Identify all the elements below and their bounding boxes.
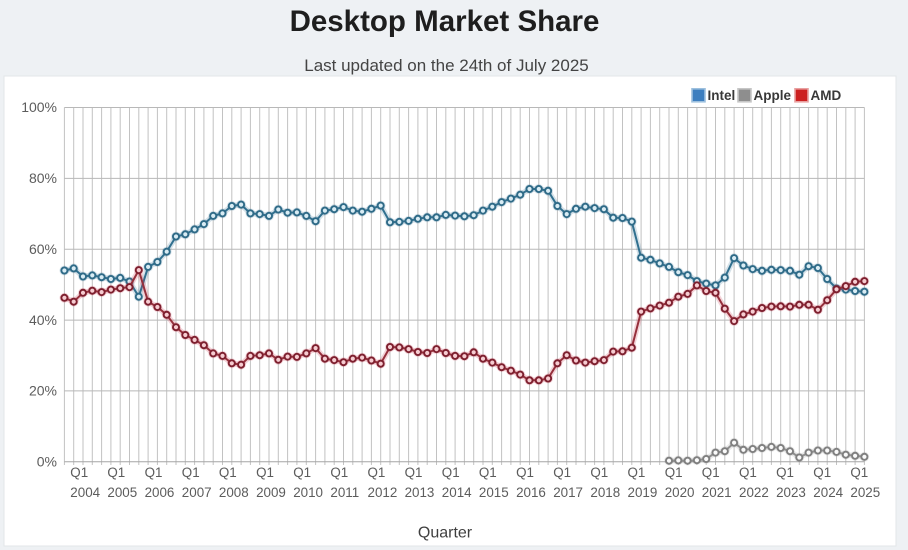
svg-text:2013: 2013 (405, 485, 435, 500)
svg-text:40%: 40% (29, 312, 57, 328)
svg-text:2012: 2012 (368, 485, 398, 500)
svg-text:Q1: Q1 (70, 465, 88, 480)
svg-text:2019: 2019 (628, 485, 658, 500)
svg-text:0%: 0% (37, 454, 57, 470)
svg-text:Intel: Intel (708, 88, 736, 103)
svg-text:Q1: Q1 (107, 465, 125, 480)
svg-text:2005: 2005 (107, 485, 137, 500)
svg-text:80%: 80% (29, 170, 57, 186)
svg-text:2010: 2010 (293, 485, 323, 500)
svg-text:Q1: Q1 (702, 465, 720, 480)
svg-text:2007: 2007 (182, 485, 212, 500)
svg-text:Quarter: Quarter (418, 525, 473, 542)
svg-text:Q1: Q1 (665, 465, 683, 480)
svg-text:Q1: Q1 (516, 465, 534, 480)
svg-text:Q1: Q1 (330, 465, 348, 480)
svg-text:2017: 2017 (553, 485, 583, 500)
svg-text:2011: 2011 (330, 485, 359, 500)
svg-text:2024: 2024 (813, 485, 843, 500)
svg-text:Q1: Q1 (813, 465, 831, 480)
svg-text:2016: 2016 (516, 485, 546, 500)
svg-text:Q1: Q1 (479, 465, 497, 480)
svg-text:Q1: Q1 (145, 465, 163, 480)
svg-text:Q1: Q1 (628, 465, 646, 480)
svg-text:Q1: Q1 (182, 465, 200, 480)
svg-text:2014: 2014 (442, 485, 472, 500)
svg-text:Q1: Q1 (219, 465, 237, 480)
svg-text:AMD: AMD (811, 88, 842, 103)
svg-text:Q1: Q1 (739, 465, 757, 480)
svg-text:2006: 2006 (145, 485, 175, 500)
svg-text:Q1: Q1 (256, 465, 274, 480)
svg-text:2008: 2008 (219, 485, 249, 500)
svg-text:2023: 2023 (776, 485, 806, 500)
svg-text:2018: 2018 (590, 485, 620, 500)
svg-text:2025: 2025 (850, 485, 880, 500)
svg-text:2021: 2021 (702, 485, 732, 500)
svg-text:Q1: Q1 (553, 465, 571, 480)
svg-text:2020: 2020 (665, 485, 695, 500)
svg-text:100%: 100% (21, 99, 57, 115)
svg-text:Q1: Q1 (368, 465, 386, 480)
svg-text:Desktop Market Share: Desktop Market Share (290, 5, 600, 38)
svg-text:60%: 60% (29, 241, 57, 257)
svg-text:Q1: Q1 (590, 465, 608, 480)
svg-text:2022: 2022 (739, 485, 769, 500)
svg-text:Q1: Q1 (442, 465, 460, 480)
svg-text:Q1: Q1 (776, 465, 794, 480)
svg-text:Q1: Q1 (405, 465, 423, 480)
svg-text:2009: 2009 (256, 485, 286, 500)
svg-text:2004: 2004 (70, 485, 100, 500)
svg-text:2015: 2015 (479, 485, 509, 500)
svg-text:Apple: Apple (754, 88, 792, 103)
svg-text:Q1: Q1 (850, 465, 868, 480)
svg-text:Last updated on the 24th of Ju: Last updated on the 24th of July 2025 (304, 56, 589, 75)
svg-text:20%: 20% (29, 383, 57, 399)
svg-text:Q1: Q1 (293, 465, 311, 480)
